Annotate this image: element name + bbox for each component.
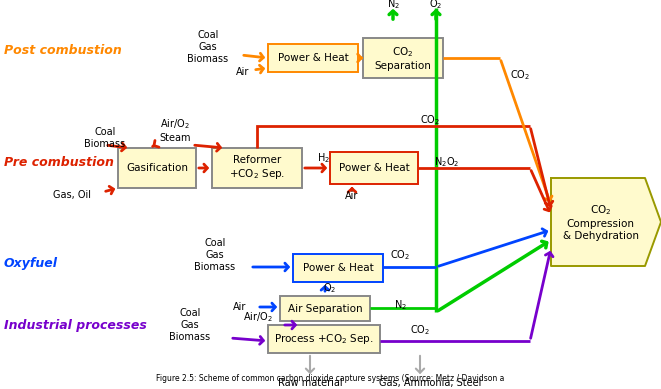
Text: Post combustion: Post combustion — [4, 44, 122, 56]
Text: CO$_2$: CO$_2$ — [510, 68, 530, 82]
Text: O$_2$: O$_2$ — [430, 0, 443, 11]
Text: Coal
Gas
Biomass: Coal Gas Biomass — [169, 308, 211, 342]
Text: Process +CO$_2$ Sep.: Process +CO$_2$ Sep. — [274, 332, 373, 346]
Text: CO$_2$: CO$_2$ — [410, 323, 430, 337]
Text: Reformer
+CO$_2$ Sep.: Reformer +CO$_2$ Sep. — [229, 155, 285, 181]
FancyBboxPatch shape — [293, 254, 383, 282]
Text: N$_2$O$_2$: N$_2$O$_2$ — [434, 155, 459, 169]
Text: CO$_2$
Compression
& Dehydration: CO$_2$ Compression & Dehydration — [563, 203, 639, 240]
Text: Power & Heat: Power & Heat — [303, 263, 373, 273]
FancyBboxPatch shape — [268, 325, 380, 353]
Text: Coal
Biomass: Coal Biomass — [85, 127, 126, 149]
Text: CO$_2$: CO$_2$ — [420, 113, 440, 127]
Text: CO$_2$
Separation: CO$_2$ Separation — [375, 45, 432, 71]
Text: Oxyfuel: Oxyfuel — [4, 258, 58, 270]
FancyBboxPatch shape — [118, 148, 196, 188]
Text: Raw material: Raw material — [278, 378, 342, 388]
Text: Air: Air — [345, 191, 359, 201]
Text: Industrial processes: Industrial processes — [4, 319, 147, 331]
Text: Coal
Gas
Biomass: Coal Gas Biomass — [194, 238, 235, 272]
Text: Power & Heat: Power & Heat — [338, 163, 409, 173]
Text: Air/O$_2$
Steam: Air/O$_2$ Steam — [159, 117, 191, 143]
Text: Coal
Gas
Biomass: Coal Gas Biomass — [188, 30, 229, 63]
Text: H$_2$: H$_2$ — [317, 151, 329, 165]
FancyBboxPatch shape — [363, 38, 443, 78]
Text: Air/O$_2$: Air/O$_2$ — [243, 310, 273, 324]
Text: Pre combustion: Pre combustion — [4, 156, 114, 168]
Text: N$_2$: N$_2$ — [387, 0, 399, 11]
FancyBboxPatch shape — [268, 44, 358, 72]
Polygon shape — [551, 178, 661, 266]
Text: O$_2$: O$_2$ — [323, 281, 336, 295]
FancyBboxPatch shape — [212, 148, 302, 188]
Text: Figure 2.5: Scheme of common carbon dioxide capture systems (Source: Metz / Davi: Figure 2.5: Scheme of common carbon diox… — [156, 374, 504, 383]
Text: Air: Air — [233, 302, 247, 312]
FancyBboxPatch shape — [330, 152, 418, 184]
Text: CO$_2$: CO$_2$ — [390, 248, 410, 262]
Text: N$_2$: N$_2$ — [393, 298, 407, 312]
Text: Gas, Ammonia, Steel: Gas, Ammonia, Steel — [379, 378, 481, 388]
FancyBboxPatch shape — [280, 296, 370, 321]
Text: Power & Heat: Power & Heat — [278, 53, 348, 63]
Text: Air: Air — [237, 67, 250, 77]
Text: Air Separation: Air Separation — [288, 303, 362, 314]
Text: Gasification: Gasification — [126, 163, 188, 173]
Text: Gas, Oil: Gas, Oil — [53, 190, 91, 200]
